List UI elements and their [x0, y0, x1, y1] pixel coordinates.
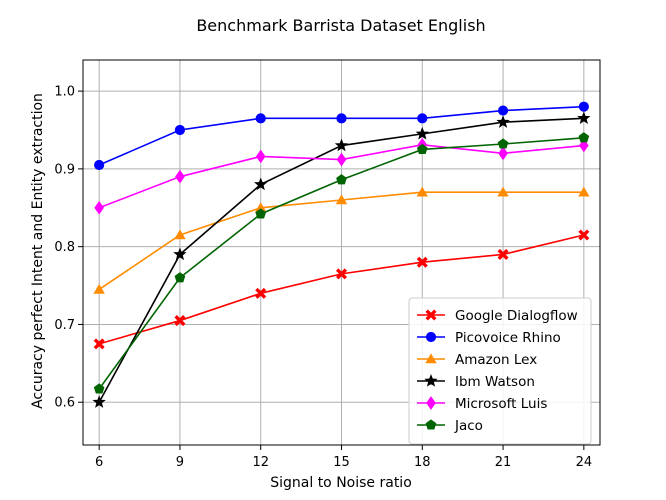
data-point	[417, 113, 428, 124]
legend-label: Ibm Watson	[455, 374, 535, 390]
data-point	[93, 383, 105, 394]
data-point	[415, 126, 429, 140]
legend-item: Microsoft Luis	[417, 396, 547, 412]
data-point	[335, 194, 348, 205]
data-point	[578, 186, 590, 197]
data-point	[579, 138, 589, 153]
series-layer	[92, 101, 591, 408]
y-tick-label: 0.6	[54, 396, 75, 411]
data-point	[498, 146, 508, 161]
series-picovoice-rhino	[94, 101, 589, 171]
data-point	[416, 143, 428, 154]
legend-item: Google Dialogflow	[417, 308, 578, 324]
chart-title: Benchmark Barrista Dataset English	[196, 16, 485, 35]
data-point	[334, 138, 349, 152]
data-point	[578, 101, 589, 112]
data-point	[336, 174, 347, 185]
data-point	[336, 113, 347, 124]
data-point	[496, 115, 510, 128]
legend-label: Google Dialogflow	[455, 308, 578, 324]
data-point	[577, 111, 591, 124]
data-point	[174, 124, 186, 136]
data-point	[254, 177, 268, 191]
legend-item: Jaco	[417, 418, 483, 434]
x-tick-label: 18	[414, 455, 431, 470]
data-point	[335, 268, 348, 280]
x-tick-label: 12	[252, 455, 269, 470]
x-axis-label: Signal to Noise ratio	[270, 475, 412, 491]
series-ibm-watson	[92, 111, 591, 408]
legend-label: Jaco	[454, 418, 483, 434]
x-tick-label: 9	[176, 455, 184, 470]
legend-marker	[425, 331, 437, 343]
legend-label: Amazon Lex	[455, 352, 537, 368]
legend-marker	[425, 353, 437, 364]
data-point	[578, 132, 590, 143]
data-point	[174, 315, 186, 327]
data-point	[94, 200, 104, 215]
y-tick-label: 1.0	[54, 85, 75, 100]
data-point	[497, 105, 509, 116]
legend-marker	[424, 374, 438, 387]
x-tick-label: 21	[495, 455, 512, 470]
x-tick-label: 15	[333, 455, 350, 470]
data-point	[497, 248, 509, 260]
data-point	[336, 152, 347, 167]
data-point	[416, 256, 428, 268]
y-axis-label: Accuracy perfect Intent and Entity extra…	[30, 93, 46, 409]
data-point	[416, 186, 428, 197]
data-point	[94, 159, 105, 171]
tick-layer: 6 9 12 15 18 21 24 0.6 0.7 0.8 0.9 1.0	[54, 85, 592, 470]
legend-marker	[425, 419, 437, 430]
series-jaco	[93, 132, 590, 394]
data-point	[497, 138, 509, 149]
data-point	[255, 149, 266, 164]
legend-marker	[425, 309, 437, 321]
legend-box	[408, 297, 592, 445]
data-point	[92, 395, 106, 408]
legend-marker	[426, 396, 436, 410]
legend-item: Picovoice Rhino	[417, 330, 561, 346]
data-point	[255, 208, 267, 219]
data-point	[175, 169, 185, 184]
data-point	[497, 186, 509, 197]
y-tick-label: 0.8	[54, 240, 75, 255]
data-point	[578, 229, 590, 241]
x-tick-label: 6	[95, 455, 103, 470]
data-point	[174, 229, 186, 240]
legend: Google Dialogflow Picovoice Rhino Amazon L…	[408, 297, 592, 445]
data-point	[93, 338, 105, 350]
legend-item: Ibm Watson	[417, 374, 535, 390]
series-google-dialogflow	[93, 229, 590, 350]
legend-item: Amazon Lex	[417, 352, 537, 368]
y-tick-label: 0.9	[54, 162, 75, 177]
legend-label: Microsoft Luis	[455, 396, 547, 412]
y-tick-label: 0.7	[54, 318, 75, 333]
data-point	[93, 283, 105, 294]
data-point	[173, 247, 187, 261]
x-tick-label: 24	[576, 455, 593, 470]
legend-label: Picovoice Rhino	[455, 330, 561, 346]
data-point	[174, 272, 186, 283]
data-point	[255, 287, 267, 299]
data-point	[255, 113, 266, 124]
